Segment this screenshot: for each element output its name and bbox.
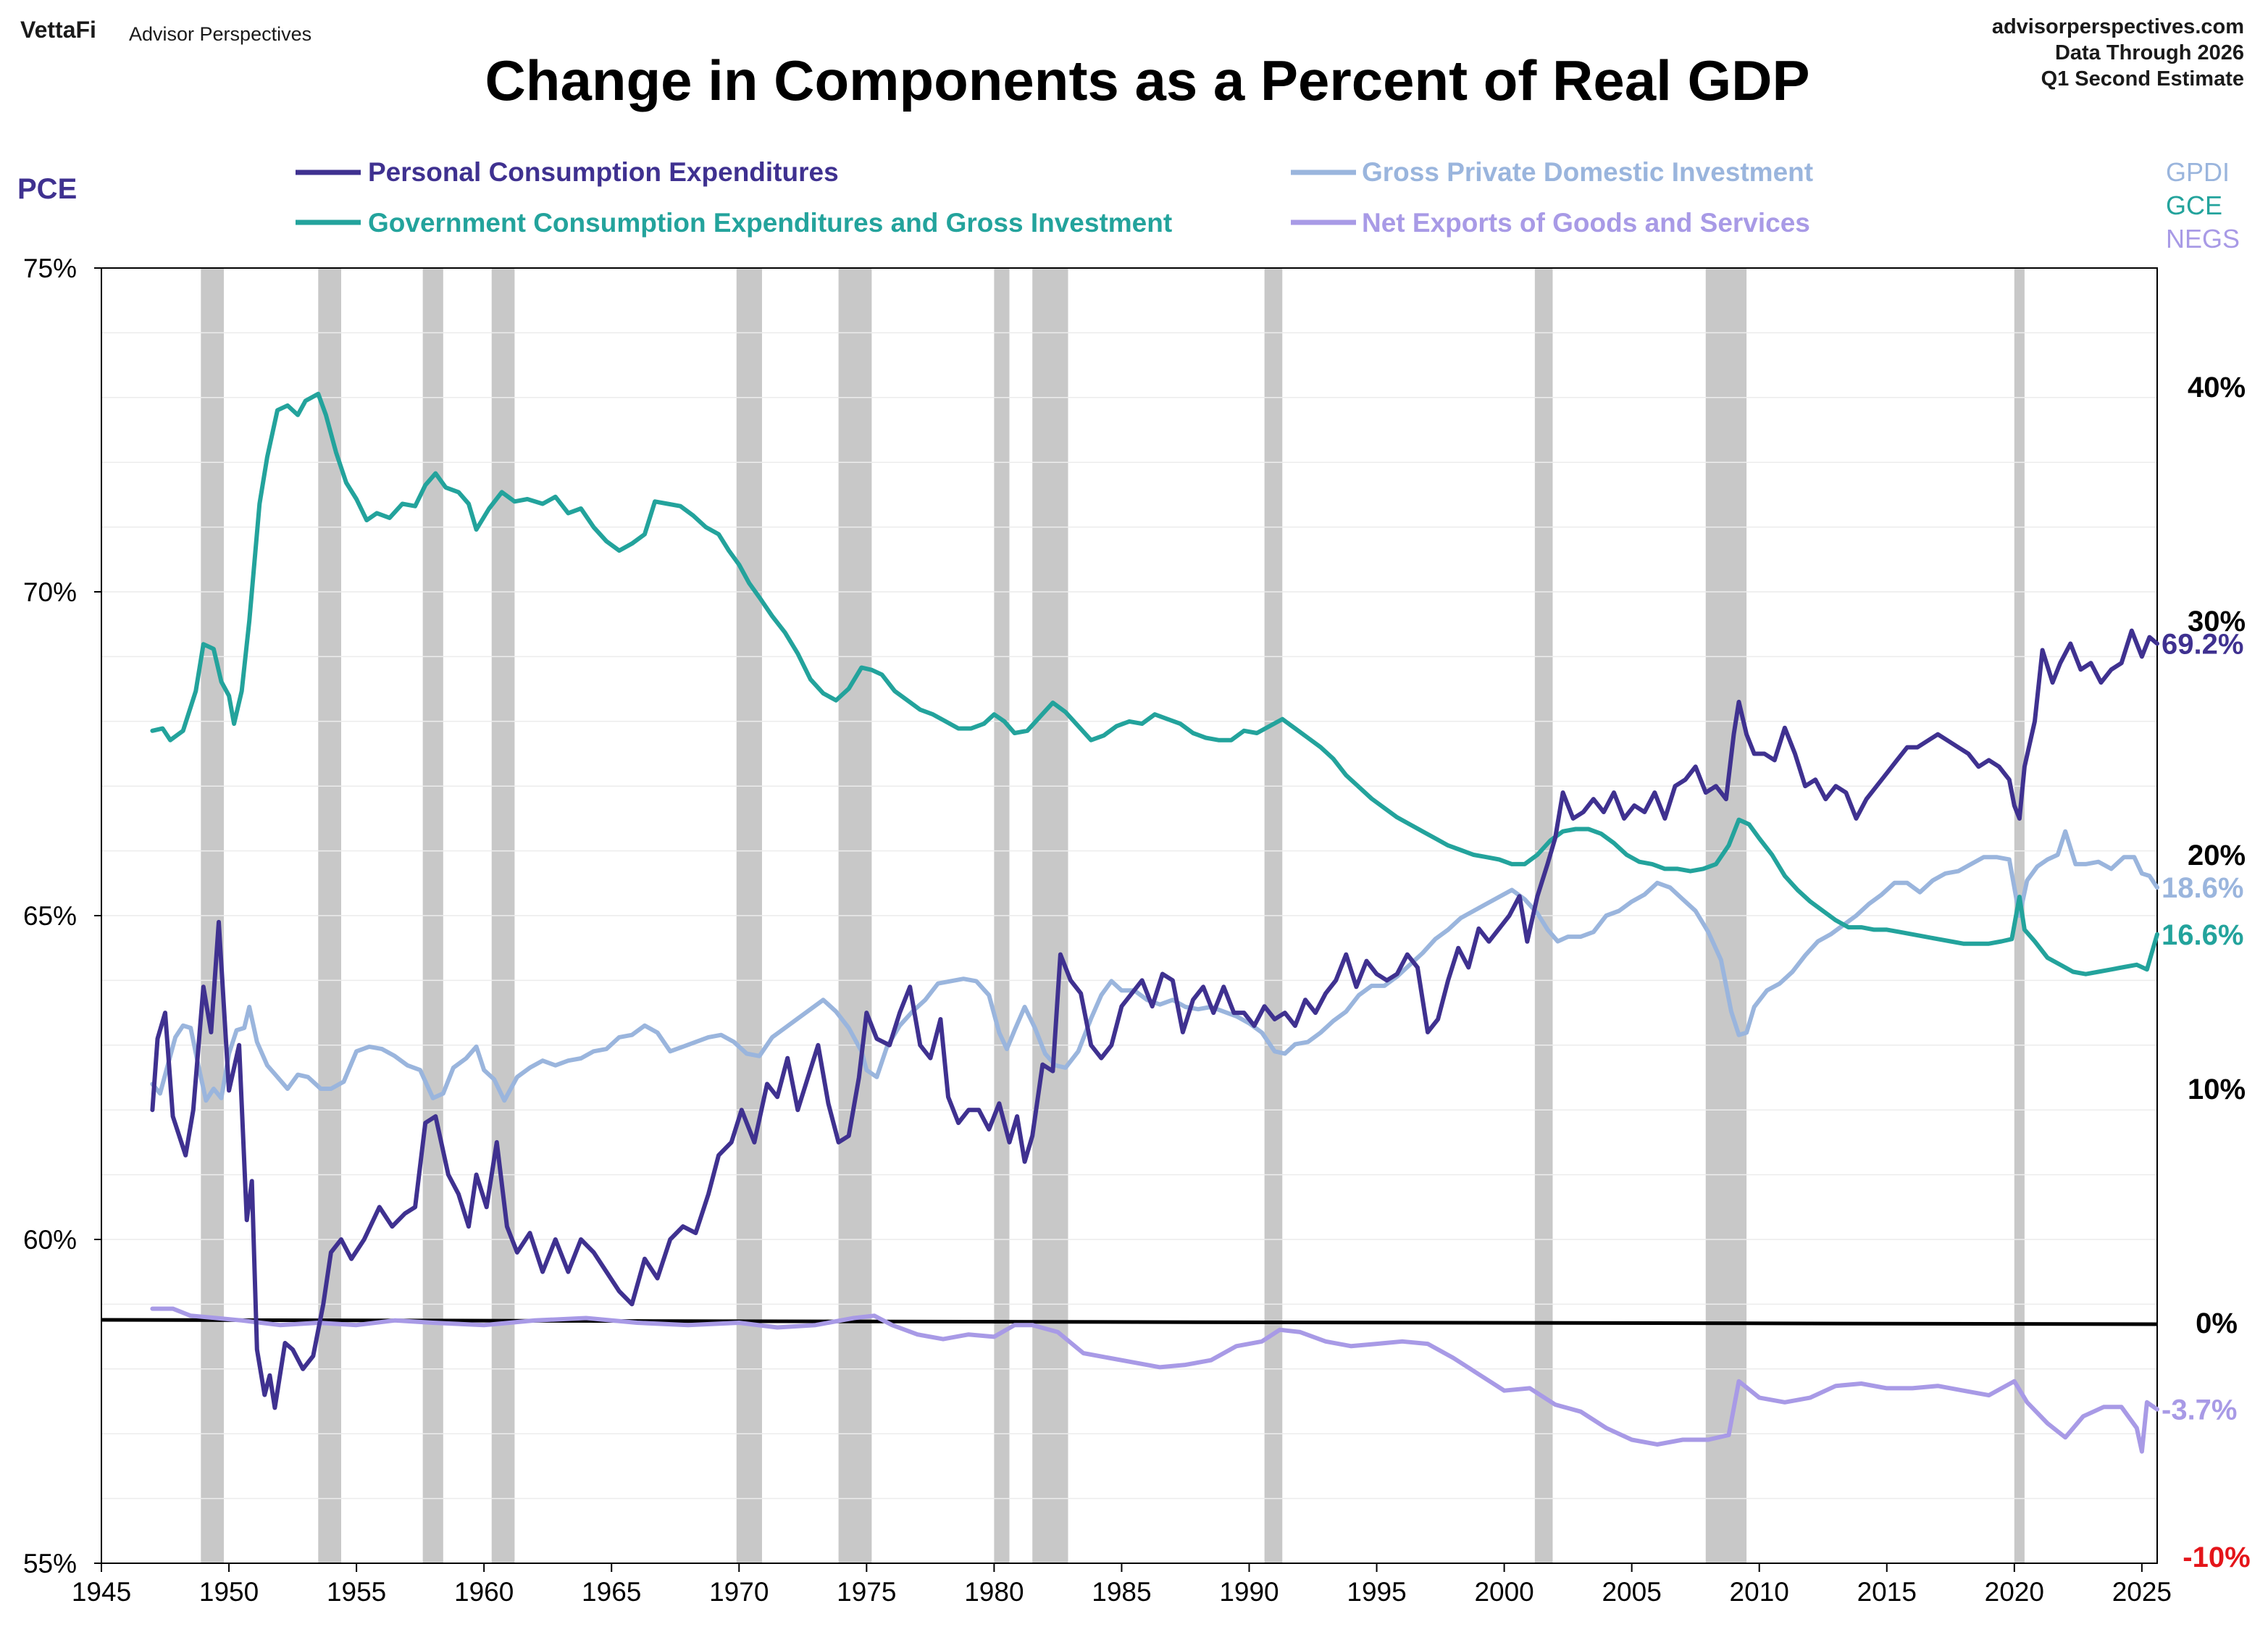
right-axis-label-gce: GCE (2166, 191, 2222, 220)
y-right-tick-label-5: 40% (2188, 372, 2246, 403)
y-right-tick-label-0: -10% (2183, 1542, 2250, 1573)
x-tick-label-1950: 1950 (199, 1577, 259, 1607)
y-axis-right: -10% 0% 10% 20% 30% 40% (2183, 372, 2250, 1573)
end-label-negs: -3.7% (2162, 1394, 2238, 1426)
right-axis-label-negs: NEGS (2166, 224, 2240, 254)
zero-line (101, 1318, 2158, 1326)
x-tick-label-2020: 2020 (1985, 1577, 2044, 1607)
y-left-tick-label-3: 70% (23, 577, 77, 607)
x-tick-label-1955: 1955 (327, 1577, 386, 1607)
x-tick-label-1975: 1975 (837, 1577, 896, 1607)
y-left-tick-label-2: 65% (23, 901, 77, 931)
legend-label-gce: Government Consumption Expenditures and … (368, 208, 1172, 238)
x-tick-label-2010: 2010 (1730, 1577, 1789, 1607)
x-tick-label-1960: 1960 (454, 1577, 514, 1607)
y-right-tick-label-4: 30% (2188, 606, 2246, 637)
legend-label-pce: Personal Consumption Expenditures (368, 157, 839, 187)
legend-label-gpdi: Gross Private Domestic Investment (1362, 157, 1813, 187)
y-left-tick-label-4: 75% (23, 254, 77, 283)
legend: Personal Consumption Expenditures Govern… (296, 157, 1813, 238)
x-tick-label-1965: 1965 (582, 1577, 641, 1607)
estimate-note: Q1 Second Estimate (2041, 67, 2244, 91)
legend-label-negs: Net Exports of Goods and Services (1362, 208, 1810, 238)
y-left-tick-label-0: 55% (23, 1549, 77, 1578)
x-tick-label-1945: 1945 (72, 1577, 131, 1607)
series-line-gce (150, 391, 2159, 976)
x-axis: 1945 1950 1955 1960 1965 1970 1975 1980 1985 1990… (72, 1563, 2172, 1607)
chart-title: Change in Components as a Percent of Rea… (485, 49, 1809, 112)
series-line-gpdi (150, 829, 2159, 1103)
x-tick-label-1980: 1980 (964, 1577, 1024, 1607)
data-through: Data Through 2026 (2055, 41, 2244, 64)
x-tick-label-2005: 2005 (1602, 1577, 1661, 1607)
y-right-tick-label-1: 0% (2196, 1308, 2238, 1339)
y-left-tick-label-1: 60% (23, 1225, 77, 1255)
right-axis-label-gpdi: GPDI (2166, 157, 2230, 187)
x-tick-label-1985: 1985 (1092, 1577, 1151, 1607)
left-axis-label: PCE (17, 173, 77, 205)
end-label-gpdi: 18.6% (2162, 872, 2243, 904)
x-tick-label-1995: 1995 (1347, 1577, 1406, 1607)
x-tick-label-1970: 1970 (709, 1577, 769, 1607)
brand-logo: VettaFi (20, 17, 96, 43)
end-labels: 69.2% 16.6% 18.6% -3.7% (2162, 629, 2243, 1426)
x-tick-label-2015: 2015 (1857, 1577, 1917, 1607)
x-tick-label-2000: 2000 (1474, 1577, 1533, 1607)
series-line-pce (150, 628, 2159, 1410)
end-label-gce: 16.6% (2162, 919, 2243, 951)
end-label-pce: 69.2% (2162, 629, 2243, 661)
y-right-tick-label-3: 20% (2188, 840, 2246, 871)
series-line-negs (150, 1306, 2159, 1454)
x-tick-label-2025: 2025 (2112, 1577, 2172, 1607)
series-lines (101, 391, 2159, 1454)
y-right-tick-label-2: 10% (2188, 1074, 2246, 1105)
y-axis-left: 55% 60% 65% 70% 75% (23, 254, 101, 1578)
x-tick-label-1990: 1990 (1219, 1577, 1279, 1607)
site-url: advisorperspectives.com (1992, 15, 2244, 38)
brand-subtitle: Advisor Perspectives (129, 23, 311, 45)
